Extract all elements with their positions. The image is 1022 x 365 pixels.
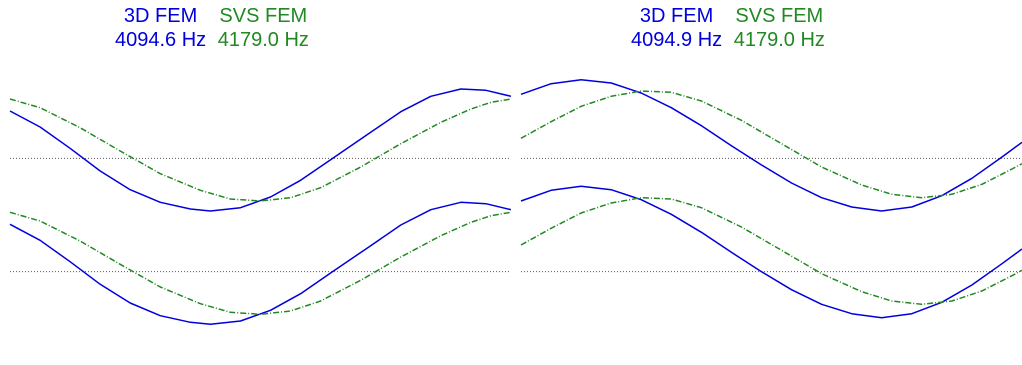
fem3d-curve xyxy=(9,201,511,326)
legend-entry-3d-fem: 3D FEM 4094.9 Hz xyxy=(631,4,722,52)
legend-label-svs-fem: SVS FEM xyxy=(735,5,824,27)
plot-area xyxy=(520,78,1022,319)
mode-shape-panel-left: 3D FEM 4094.6 Hz SVS FEM 4179.0 Hz xyxy=(9,4,511,326)
svs-fem-curve xyxy=(9,98,511,202)
legend: 3D FEM 4094.6 Hz SVS FEM 4179.0 Hz xyxy=(115,4,315,52)
mode-shape-panel-right: 3D FEM 4094.9 Hz SVS FEM 4179.0 Hz xyxy=(511,0,1022,365)
legend-label-3d-fem: 3D FEM xyxy=(639,5,714,27)
legend-frequency-3d-fem: 4094.9 Hz xyxy=(631,29,723,51)
svs-fem-curve xyxy=(9,211,511,316)
fem3d-curve xyxy=(9,88,511,212)
fem3d-curve xyxy=(520,185,1022,319)
fem3d-curve xyxy=(520,78,1022,212)
legend-label-svs-fem: SVS FEM xyxy=(219,5,308,27)
legend-entry-svs-fem: SVS FEM 4179.0 Hz xyxy=(218,4,309,52)
svs-fem-curve xyxy=(520,196,1022,306)
legend-frequency-3d-fem: 4094.6 Hz xyxy=(115,29,207,51)
legend-entry-3d-fem: 3D FEM 4094.6 Hz xyxy=(115,4,206,52)
legend-frequency-svs-fem: 4179.0 Hz xyxy=(217,29,309,51)
legend: 3D FEM 4094.9 Hz SVS FEM 4179.0 Hz xyxy=(631,4,831,52)
legend-label-3d-fem: 3D FEM xyxy=(123,5,198,27)
svs-fem-curve xyxy=(520,90,1022,199)
plot-area xyxy=(9,88,511,326)
legend-entry-svs-fem: SVS FEM 4179.0 Hz xyxy=(734,4,825,52)
legend-frequency-svs-fem: 4179.0 Hz xyxy=(733,29,825,51)
